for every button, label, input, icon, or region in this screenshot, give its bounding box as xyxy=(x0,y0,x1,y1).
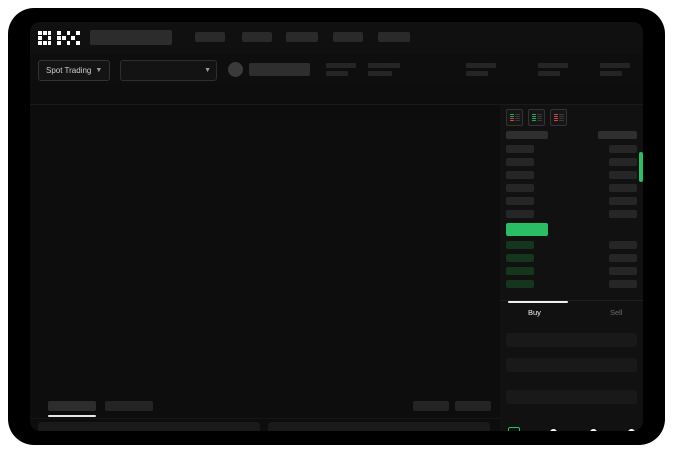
price-chart[interactable] xyxy=(30,105,500,391)
pagination-step-1[interactable] xyxy=(508,427,520,431)
bottom-panel-right[interactable] xyxy=(268,422,490,431)
stat-5-sub xyxy=(600,71,622,76)
trade-form-tabs: Buy Sell xyxy=(500,300,643,325)
pair-name-skeleton xyxy=(249,63,310,76)
orderbook-ask-row[interactable] xyxy=(506,145,534,153)
stat-3-sub xyxy=(466,71,488,76)
pagination-step-4[interactable] xyxy=(628,428,635,431)
nav-item-1[interactable] xyxy=(195,32,225,42)
orderbook-view-modes xyxy=(506,109,567,126)
orderbook-ask-row[interactable] xyxy=(506,171,534,179)
tab-sell[interactable]: Sell xyxy=(610,308,623,317)
orderbook-view-bids[interactable] xyxy=(528,109,545,126)
orderbook-ask-qty[interactable] xyxy=(609,158,637,166)
market-subbar: Spot Trading ▼ ▼ xyxy=(30,54,643,84)
stat-2 xyxy=(368,63,400,68)
orderbook-bid-row[interactable] xyxy=(506,280,534,288)
orderbook-view-both[interactable] xyxy=(506,109,523,126)
stat-1-sub xyxy=(326,71,348,76)
chart-tab-1[interactable] xyxy=(48,401,96,411)
stat-2-sub xyxy=(368,71,392,76)
nav-item-4[interactable] xyxy=(333,32,363,42)
orderbook-ask-qty[interactable] xyxy=(609,184,637,192)
orderbook-bid-qty[interactable] xyxy=(609,254,637,262)
orderbook-bid-row[interactable] xyxy=(506,241,534,249)
chevron-down-icon: ▼ xyxy=(204,67,211,74)
active-tab-underline xyxy=(48,415,96,417)
stat-4 xyxy=(538,63,568,68)
chart-bottom-tabs xyxy=(30,396,500,419)
chart-tab-2[interactable] xyxy=(105,401,153,411)
stat-4-sub xyxy=(538,71,560,76)
spot-trading-label: Spot Trading xyxy=(46,66,92,75)
orderbook-bid-qty[interactable] xyxy=(609,241,637,249)
nav-item-5[interactable] xyxy=(378,32,410,42)
orderbook-ask-qty[interactable] xyxy=(609,171,637,179)
orderbook-ask-row[interactable] xyxy=(506,158,534,166)
app-header xyxy=(30,22,643,54)
spot-trading-dropdown[interactable]: Spot Trading ▼ xyxy=(38,60,111,81)
chevron-down-icon: ▼ xyxy=(95,67,103,74)
pair-select[interactable]: ▼ xyxy=(120,60,217,81)
orderbook-ask-row[interactable] xyxy=(506,210,534,218)
orderbook-ask-qty[interactable] xyxy=(609,197,637,205)
orderbook-bid-qty[interactable] xyxy=(609,267,637,275)
orderbook-bid-row[interactable] xyxy=(506,254,534,262)
trade-form-field-3[interactable] xyxy=(506,390,637,404)
stat-3 xyxy=(466,63,496,68)
orderbook-col-header-right xyxy=(598,131,637,139)
candlestick-series xyxy=(30,105,500,330)
pagination-step-3[interactable] xyxy=(590,428,597,431)
chart-action-2[interactable] xyxy=(455,401,491,411)
chart-toolbar xyxy=(30,84,643,105)
orderbook-ask-row[interactable] xyxy=(506,184,534,192)
orderbook-ask-row[interactable] xyxy=(506,197,534,205)
stat-1 xyxy=(326,63,356,68)
buy-tab-underline xyxy=(508,301,568,303)
bottom-panel-left[interactable] xyxy=(38,422,260,431)
nav-item-3[interactable] xyxy=(286,32,318,42)
stat-5 xyxy=(600,63,630,68)
orderbook-ask-qty[interactable] xyxy=(609,145,637,153)
orderbook-bid-qty[interactable] xyxy=(609,280,637,288)
pair-avatar xyxy=(228,62,243,77)
search-input[interactable] xyxy=(90,30,172,45)
orderbook-panel: Buy Sell xyxy=(500,105,643,431)
pagination-step-2[interactable] xyxy=(550,428,557,431)
orderbook-bid-row[interactable] xyxy=(506,267,534,275)
okx-logo[interactable] xyxy=(38,31,80,45)
orderbook-highlight-price[interactable] xyxy=(506,223,548,236)
nav-item-2[interactable] xyxy=(242,32,272,42)
pagination-dots xyxy=(508,427,638,431)
orderbook-col-header-left xyxy=(506,131,548,139)
orderbook-ask-qty[interactable] xyxy=(609,210,637,218)
device-frame: Spot Trading ▼ ▼ xyxy=(8,8,665,445)
volume-series xyxy=(30,337,500,387)
chart-action-1[interactable] xyxy=(413,401,449,411)
edge-accent-bar xyxy=(639,152,643,182)
trade-form-field-1[interactable] xyxy=(506,333,637,347)
orderbook-view-asks[interactable] xyxy=(550,109,567,126)
tab-buy[interactable]: Buy xyxy=(528,308,541,317)
app-screen: Spot Trading ▼ ▼ xyxy=(30,22,643,431)
trade-form-field-2[interactable] xyxy=(506,358,637,372)
